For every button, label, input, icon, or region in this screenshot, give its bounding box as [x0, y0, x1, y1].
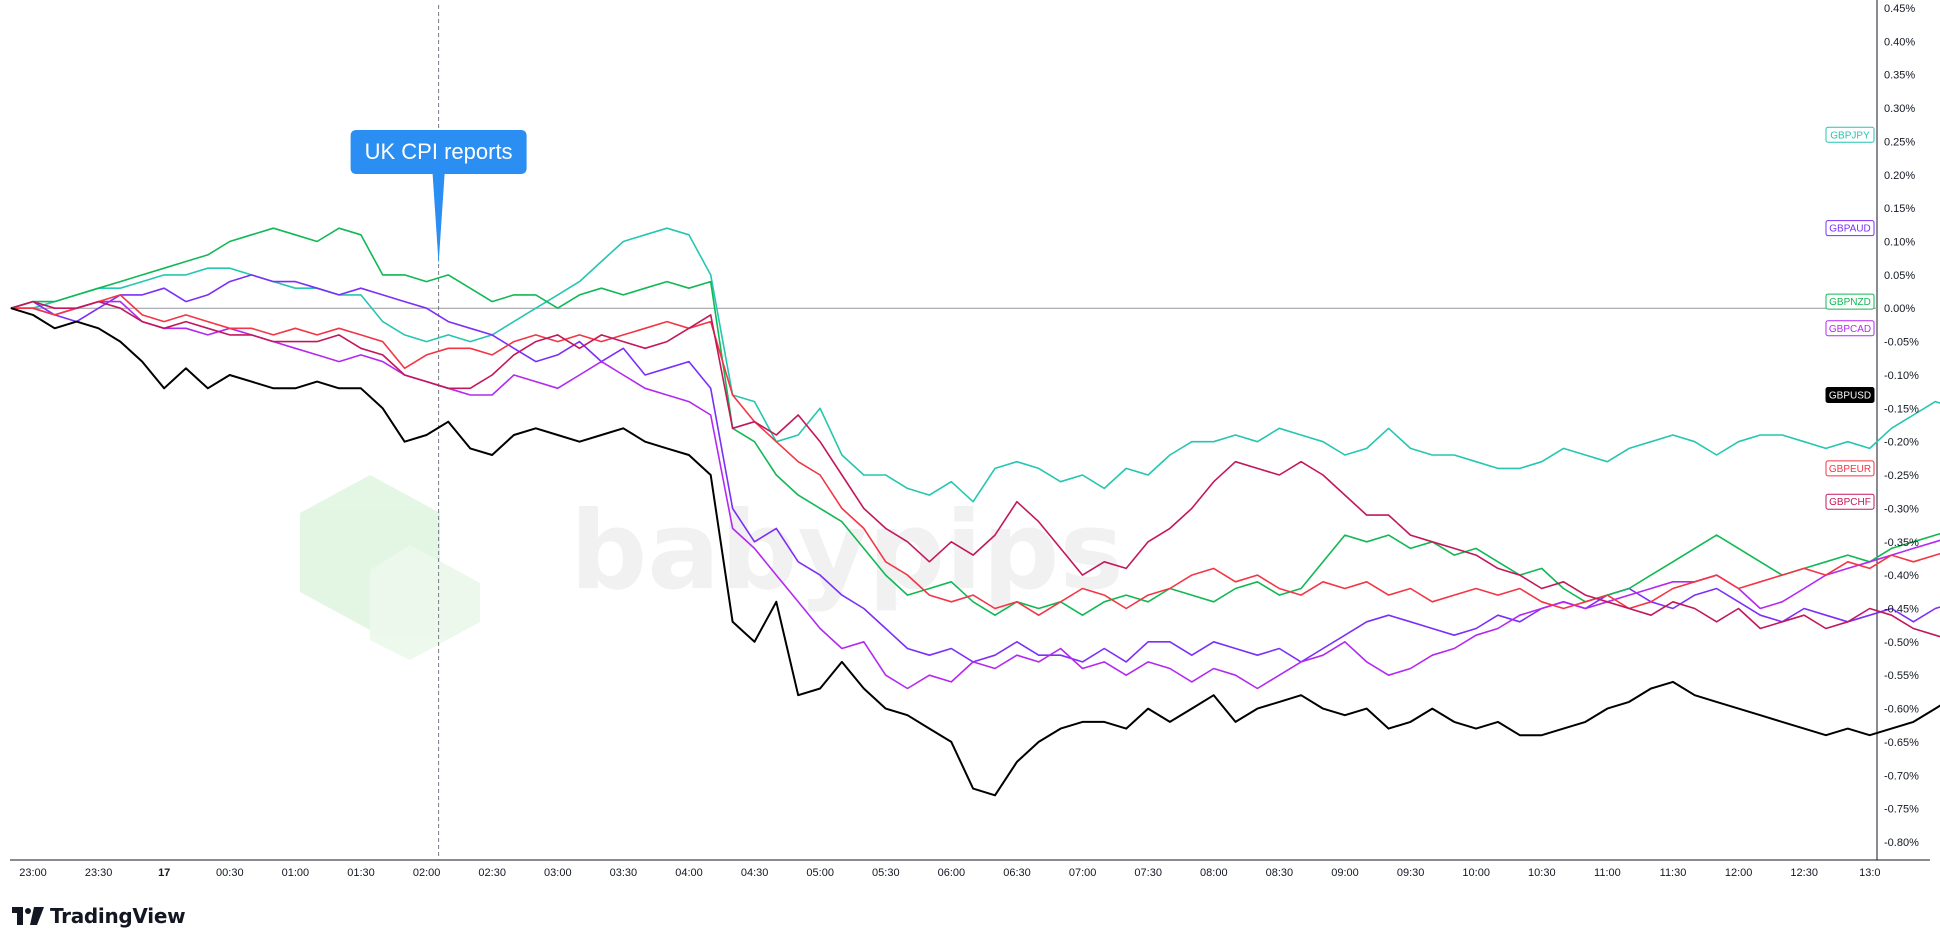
series-tag-box — [1825, 220, 1875, 237]
watermark-logo: babypips — [300, 475, 1124, 660]
watermark-hexagon-icon — [370, 545, 480, 660]
x-tick-label: 07:00 — [1069, 867, 1097, 879]
series-line-gbpchf[interactable] — [10, 300, 1940, 642]
series-tag-gbpeur[interactable]: GBPEUR — [1825, 460, 1875, 477]
series-line-gbpaud[interactable] — [10, 202, 1940, 663]
y-axis-ticks: 0.45% 0.40% 0.35% 0.30% 0.25% 0.20% 0.15% 0.10%… — [1884, 3, 1919, 849]
annotation-bubble — [350, 130, 527, 264]
series-tag-box — [1825, 386, 1875, 403]
series-tag-box — [1825, 493, 1875, 510]
x-tick-label: 04:30 — [741, 867, 769, 879]
x-tick-label: 03:30 — [610, 867, 638, 879]
watermark-hexagon-icon — [300, 475, 440, 630]
x-tick-label: 17 — [158, 867, 170, 879]
y-tick-label: -0.50% — [1884, 637, 1919, 649]
y-tick-label: -0.80% — [1884, 837, 1919, 849]
series-tag-label: GBPAUD — [1829, 224, 1871, 235]
tradingview-logo-icon — [12, 907, 44, 925]
x-tick-label: 06:30 — [1003, 867, 1031, 879]
brand-name: TradingView — [50, 904, 186, 928]
y-tick-label: -0.40% — [1884, 570, 1919, 582]
x-tick-label: 08:00 — [1200, 867, 1228, 879]
y-tick-label: -0.55% — [1884, 670, 1919, 682]
series-tag-label: GBPEUR — [1829, 464, 1871, 475]
series-tag-label: GBPJPY — [1830, 130, 1870, 141]
annotation-text: UK CPI reports — [365, 139, 513, 164]
series-line-gbpjpy[interactable] — [11, 95, 1940, 503]
watermark-text: babypips — [570, 489, 1124, 614]
x-tick-label: 01:30 — [347, 867, 375, 879]
y-tick-label: 0.10% — [1884, 237, 1915, 249]
y-tick-label: -0.25% — [1884, 470, 1919, 482]
series-line-gbpnzd[interactable] — [10, 227, 1940, 617]
brand[interactable]: TradingView — [12, 904, 186, 928]
y-tick-label: 0.15% — [1884, 203, 1915, 215]
series-tag-label: GBPCHF — [1829, 497, 1871, 508]
x-tick-label: 09:30 — [1397, 867, 1425, 879]
x-tick-label: 03:00 — [544, 867, 572, 879]
y-tick-label: 0.20% — [1884, 170, 1915, 182]
y-tick-label: -0.35% — [1884, 537, 1919, 549]
y-tick-label: 0.40% — [1884, 36, 1915, 48]
series-tag-gbpchf[interactable]: GBPCHF — [1825, 493, 1875, 510]
series-layer — [10, 95, 1940, 797]
x-tick-label: 11:30 — [1660, 867, 1687, 879]
x-tick-label: 11:00 — [1594, 867, 1621, 879]
x-tick-label: 01:00 — [282, 867, 310, 879]
y-tick-label: 0.30% — [1884, 103, 1915, 115]
series-tag-gbpnzd[interactable]: GBPNZD — [1825, 293, 1875, 310]
series-line-gbpusd[interactable] — [10, 307, 1940, 797]
x-axis-ticks: 23:00 23:30 17 00:30 01:00 01:30 02:00 02:30 03:… — [19, 867, 1880, 879]
x-tick-label: 00:30 — [216, 867, 244, 879]
series-tag-gbpcad[interactable]: GBPCAD — [1825, 320, 1875, 337]
y-tick-label: -0.60% — [1884, 704, 1919, 716]
x-tick-label: 05:00 — [806, 867, 834, 879]
series-tag-box — [1825, 126, 1875, 143]
y-tick-label: 0.05% — [1884, 270, 1915, 282]
series-tag-box — [1825, 293, 1875, 310]
y-tick-label: 0.45% — [1884, 3, 1915, 15]
y-tick-label: 0.25% — [1884, 136, 1915, 148]
series-tag-box — [1825, 460, 1875, 477]
y-tick-label: -0.45% — [1884, 603, 1919, 615]
x-tick-label: 04:00 — [675, 867, 703, 879]
series-tag-gbpusd[interactable]: GBPUSD — [1825, 386, 1875, 403]
series-tags: GBPJPY GBPAUD GBPNZD GBPCAD GBPEUR GBPCHF GBPU… — [1825, 126, 1875, 510]
x-tick-label: 12:00 — [1725, 867, 1753, 879]
y-tick-label: -0.20% — [1884, 437, 1919, 449]
x-tick-label: 09:00 — [1331, 867, 1359, 879]
x-tick-label: 10:00 — [1462, 867, 1490, 879]
y-tick-label: 0.00% — [1884, 303, 1915, 315]
x-tick-label: 06:00 — [938, 867, 966, 879]
series-tag-gbpaud[interactable]: GBPAUD — [1825, 220, 1875, 237]
series-tag-gbpjpy[interactable]: GBPJPY — [1825, 126, 1875, 143]
x-tick-label: 05:30 — [872, 867, 900, 879]
x-tick-label: 02:30 — [478, 867, 506, 879]
x-tick-label: 10:30 — [1528, 867, 1556, 879]
series-tag-label: GBPCAD — [1829, 324, 1871, 335]
y-tick-label: -0.65% — [1884, 737, 1919, 749]
y-tick-label: -0.70% — [1884, 770, 1919, 782]
y-tick-label: 0.35% — [1884, 70, 1915, 82]
x-tick-label: 13:0 — [1859, 867, 1880, 879]
y-tick-label: -0.05% — [1884, 337, 1919, 349]
annotation-callout[interactable]: UK CPI reports — [350, 130, 527, 264]
x-tick-label: 07:30 — [1134, 867, 1162, 879]
x-tick-label: 02:00 — [413, 867, 441, 879]
series-tag-label: GBPUSD — [1829, 390, 1871, 401]
x-tick-label: 23:30 — [85, 867, 113, 879]
y-tick-label: -0.15% — [1884, 403, 1919, 415]
x-tick-label: 12:30 — [1790, 867, 1818, 879]
series-line-gbpcad[interactable] — [11, 268, 1940, 690]
x-tick-label: 23:00 — [19, 867, 47, 879]
y-tick-label: -0.75% — [1884, 804, 1919, 816]
y-tick-label: -0.10% — [1884, 370, 1919, 382]
x-tick-label: 08:30 — [1266, 867, 1294, 879]
series-tag-label: GBPNZD — [1829, 297, 1871, 308]
series-tag-box — [1825, 320, 1875, 337]
y-tick-label: -0.30% — [1884, 503, 1919, 515]
